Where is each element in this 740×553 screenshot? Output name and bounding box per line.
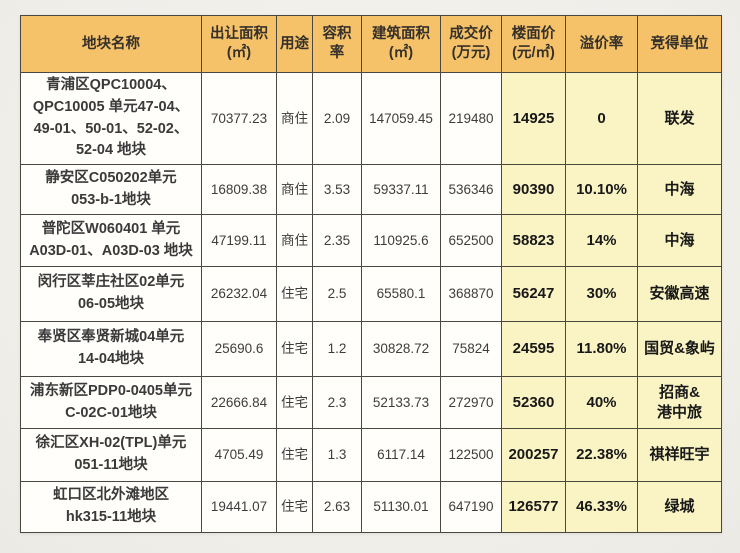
cell-premium-rate: 22.38% [565,428,638,482]
cell-floor-price: 14925 [501,72,566,165]
cell-floor-price: 56247 [501,266,566,322]
cell-use: 住宅 [276,266,313,322]
cell-use: 住宅 [276,376,313,429]
cell-premium-rate: 46.33% [565,481,638,533]
column-header-deal-price: 成交价 (万元) [440,15,502,73]
cell-use: 住宅 [276,428,313,482]
cell-plot-ratio: 2.35 [312,214,362,267]
cell-transfer-area: 22666.84 [201,376,277,429]
cell-plot-ratio: 1.2 [312,321,362,377]
cell-parcel-name: 虹口区北外滩地区 hk315-11地块 [20,481,202,533]
cell-premium-rate: 0 [565,72,638,165]
cell-premium-rate: 30% [565,266,638,322]
cell-transfer-area: 70377.23 [201,72,277,165]
cell-use: 商住 [276,72,313,165]
cell-transfer-area: 19441.07 [201,481,277,533]
cell-deal-price: 647190 [440,481,502,533]
cell-winning-bidder: 招商& 港中旅 [637,376,722,429]
table-row: 静安区C050202单元 053-b-1地块 16809.38 商住 3.53 … [20,164,722,215]
cell-winning-bidder: 国贸&象屿 [637,321,722,377]
table-row: 奉贤区奉贤新城04单元 14-04地块 25690.6 住宅 1.2 30828… [20,321,722,377]
cell-plot-ratio: 2.63 [312,481,362,533]
cell-plot-ratio: 3.53 [312,164,362,215]
cell-floor-price: 52360 [501,376,566,429]
cell-parcel-name: 浦东新区PDP0-0405单元 C-02C-01地块 [20,376,202,429]
cell-deal-price: 536346 [440,164,502,215]
cell-winning-bidder: 中海 [637,214,722,267]
cell-building-area: 59337.11 [361,164,441,215]
cell-building-area: 52133.73 [361,376,441,429]
cell-transfer-area: 26232.04 [201,266,277,322]
cell-premium-rate: 14% [565,214,638,267]
cell-use: 商住 [276,164,313,215]
table-row: 浦东新区PDP0-0405单元 C-02C-01地块 22666.84 住宅 2… [20,376,722,429]
land-auction-table: 地块名称 出让面积 (㎡) 用途 容积率 建筑面积 (㎡) 成交价 (万元) 楼… [20,15,722,533]
cell-winning-bidder: 联发 [637,72,722,165]
cell-floor-price: 200257 [501,428,566,482]
cell-plot-ratio: 2.3 [312,376,362,429]
table-row: 普陀区W060401 单元 A03D-01、A03D-03 地块 47199.1… [20,214,722,267]
cell-use: 商住 [276,214,313,267]
column-header-parcel-name: 地块名称 [20,15,202,73]
cell-transfer-area: 4705.49 [201,428,277,482]
column-header-use: 用途 [276,15,313,73]
cell-parcel-name: 奉贤区奉贤新城04单元 14-04地块 [20,321,202,377]
cell-premium-rate: 11.80% [565,321,638,377]
cell-winning-bidder: 祺祥旺宇 [637,428,722,482]
cell-building-area: 147059.45 [361,72,441,165]
table-row: 闵行区莘庄社区02单元 06-05地块 26232.04 住宅 2.5 6558… [20,266,722,322]
column-header-plot-ratio: 容积率 [312,15,362,73]
column-header-building-area: 建筑面积 (㎡) [361,15,441,73]
cell-use: 住宅 [276,481,313,533]
cell-parcel-name: 闵行区莘庄社区02单元 06-05地块 [20,266,202,322]
column-header-premium-rate: 溢价率 [565,15,638,73]
column-header-transfer-area: 出让面积 (㎡) [201,15,277,73]
cell-plot-ratio: 1.3 [312,428,362,482]
cell-deal-price: 272970 [440,376,502,429]
table-row: 虹口区北外滩地区 hk315-11地块 19441.07 住宅 2.63 511… [20,481,722,533]
cell-parcel-name: 静安区C050202单元 053-b-1地块 [20,164,202,215]
cell-use: 住宅 [276,321,313,377]
cell-transfer-area: 25690.6 [201,321,277,377]
cell-premium-rate: 40% [565,376,638,429]
cell-building-area: 30828.72 [361,321,441,377]
cell-winning-bidder: 中海 [637,164,722,215]
cell-plot-ratio: 2.09 [312,72,362,165]
table-header-row: 地块名称 出让面积 (㎡) 用途 容积率 建筑面积 (㎡) 成交价 (万元) 楼… [20,15,722,73]
cell-deal-price: 75824 [440,321,502,377]
cell-parcel-name: 青浦区QPC10004、 QPC10005 单元47-04、 49-01、50-… [20,72,202,165]
cell-floor-price: 24595 [501,321,566,377]
cell-transfer-area: 47199.11 [201,214,277,267]
cell-building-area: 51130.01 [361,481,441,533]
cell-parcel-name: 普陀区W060401 单元 A03D-01、A03D-03 地块 [20,214,202,267]
table-body: 青浦区QPC10004、 QPC10005 单元47-04、 49-01、50-… [20,72,722,533]
cell-building-area: 110925.6 [361,214,441,267]
cell-plot-ratio: 2.5 [312,266,362,322]
cell-winning-bidder: 绿城 [637,481,722,533]
cell-building-area: 6117.14 [361,428,441,482]
cell-deal-price: 122500 [440,428,502,482]
cell-parcel-name: 徐汇区XH-02(TPL)单元 051-11地块 [20,428,202,482]
table-row: 徐汇区XH-02(TPL)单元 051-11地块 4705.49 住宅 1.3 … [20,428,722,482]
column-header-floor-price: 楼面价 (元/㎡) [501,15,566,73]
cell-premium-rate: 10.10% [565,164,638,215]
table-row: 青浦区QPC10004、 QPC10005 单元47-04、 49-01、50-… [20,72,722,165]
cell-winning-bidder: 安徽高速 [637,266,722,322]
cell-building-area: 65580.1 [361,266,441,322]
cell-deal-price: 219480 [440,72,502,165]
table-header: 地块名称 出让面积 (㎡) 用途 容积率 建筑面积 (㎡) 成交价 (万元) 楼… [20,15,722,73]
cell-floor-price: 58823 [501,214,566,267]
cell-floor-price: 126577 [501,481,566,533]
cell-transfer-area: 16809.38 [201,164,277,215]
cell-floor-price: 90390 [501,164,566,215]
cell-deal-price: 368870 [440,266,502,322]
column-header-winning-bidder: 竞得单位 [637,15,722,73]
cell-deal-price: 652500 [440,214,502,267]
